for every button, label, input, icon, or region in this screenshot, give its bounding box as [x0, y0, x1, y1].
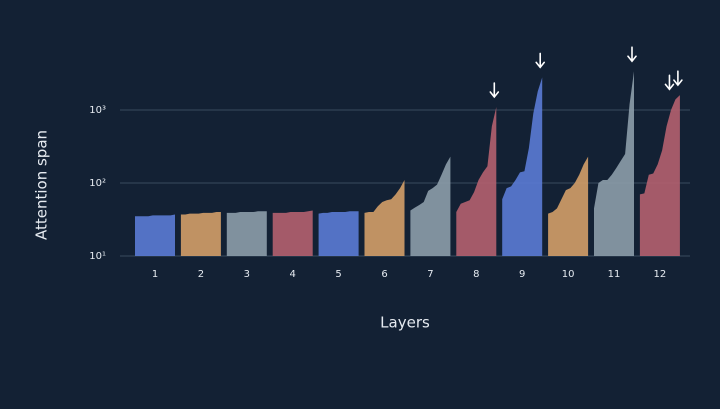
- y-axis-label: Attention span: [33, 130, 51, 240]
- layer-area: [272, 210, 313, 256]
- x-tick-label: 2: [198, 269, 204, 280]
- layer-area: [456, 106, 497, 256]
- arrow: [489, 82, 500, 99]
- x-tick-label: 1: [152, 269, 158, 280]
- x-tick-label: 5: [335, 269, 341, 280]
- x-tick-label: 9: [519, 269, 525, 280]
- layer-area: [548, 156, 589, 256]
- x-tick-label: 6: [381, 269, 387, 280]
- layer-area: [594, 71, 634, 256]
- layer-area: [135, 214, 175, 256]
- x-tick-label: 8: [473, 269, 479, 280]
- layer-area: [639, 95, 680, 256]
- x-axis-label: Layers: [380, 314, 430, 332]
- layer-area: [318, 211, 359, 256]
- layer-area: [180, 212, 221, 256]
- y-tick-label: 10³: [89, 105, 106, 116]
- y-tick-label: 10²: [89, 178, 106, 189]
- layer-area: [226, 211, 267, 256]
- arrow: [664, 74, 675, 91]
- x-tick-label: 11: [608, 269, 621, 280]
- x-tick-label: 3: [244, 269, 250, 280]
- arrow: [673, 70, 683, 87]
- x-tick-label: 10: [562, 269, 575, 280]
- layer-area: [364, 179, 405, 256]
- x-tick-label: 7: [427, 269, 433, 280]
- arrow: [627, 46, 637, 63]
- x-tick-label: 4: [290, 269, 296, 280]
- y-tick-label: 10¹: [89, 251, 106, 262]
- layer-area: [410, 156, 451, 256]
- layer-area: [502, 77, 543, 256]
- arrow: [535, 52, 545, 69]
- x-tick-label: 12: [654, 269, 667, 280]
